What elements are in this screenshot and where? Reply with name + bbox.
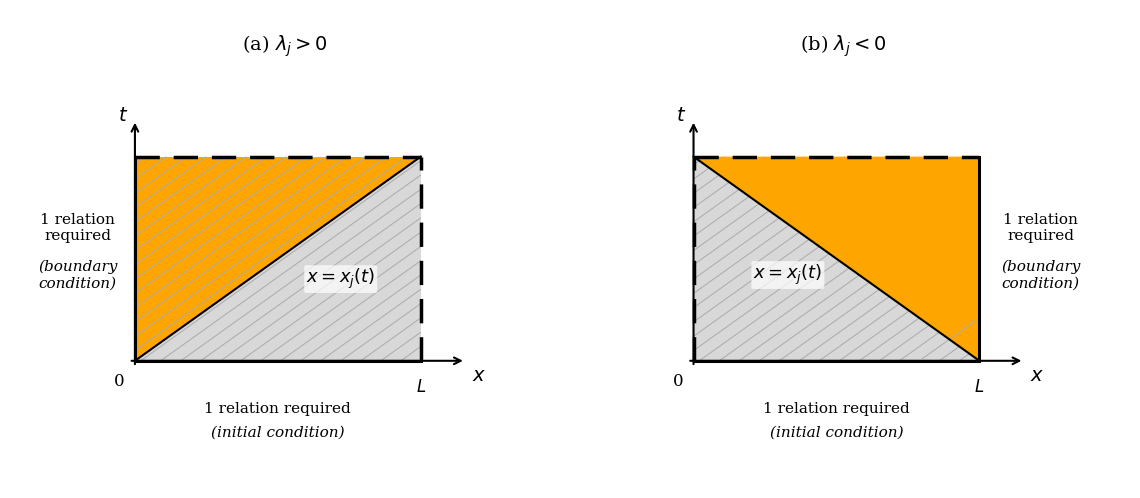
Text: 1 relation required: 1 relation required [204, 401, 351, 416]
Text: $x = x_j(t)$: $x = x_j(t)$ [306, 267, 375, 291]
Text: $L$: $L$ [416, 379, 426, 396]
Polygon shape [693, 156, 979, 361]
Text: (initial condition): (initial condition) [770, 426, 903, 440]
Polygon shape [135, 156, 421, 361]
Text: $L$: $L$ [975, 379, 985, 396]
Text: 1 relation
required: 1 relation required [40, 213, 115, 243]
Text: $x$: $x$ [1031, 367, 1044, 385]
Text: $x$: $x$ [472, 367, 486, 385]
Text: (boundary
condition): (boundary condition) [1001, 260, 1081, 290]
Title: (a) $\lambda_j > 0$: (a) $\lambda_j > 0$ [242, 34, 328, 59]
Polygon shape [135, 156, 421, 361]
Text: (initial condition): (initial condition) [211, 426, 344, 440]
Text: $x = x_j(t)$: $x = x_j(t)$ [754, 263, 823, 287]
Text: $t$: $t$ [117, 107, 128, 125]
Text: 0: 0 [673, 373, 683, 390]
Text: 1 relation
required: 1 relation required [1003, 213, 1078, 243]
Title: (b) $\lambda_j < 0$: (b) $\lambda_j < 0$ [800, 34, 887, 59]
Text: 1 relation required: 1 relation required [763, 401, 910, 416]
Text: (boundary
condition): (boundary condition) [38, 260, 117, 290]
Polygon shape [693, 156, 979, 361]
Text: $t$: $t$ [676, 107, 686, 125]
Text: 0: 0 [114, 373, 124, 390]
